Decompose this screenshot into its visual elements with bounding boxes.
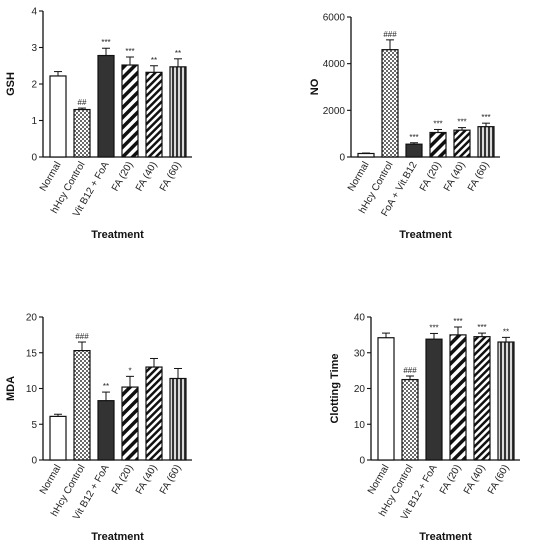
significance-label: *** — [481, 113, 490, 122]
x-axis-title: Treatment — [419, 531, 472, 543]
x-tick-label: FA (20) — [110, 160, 136, 193]
bar-6 — [169, 377, 187, 461]
significance-label: *** — [457, 118, 466, 127]
significance-label: ** — [175, 49, 181, 58]
x-tick-label: FA (60) — [466, 160, 492, 193]
y-tick-label: 15 — [26, 348, 38, 359]
significance-label: ## — [78, 98, 87, 107]
bar-3 — [425, 338, 443, 461]
y-axis-title: GSH — [5, 72, 17, 96]
x-axis-title: Treatment — [399, 229, 452, 241]
y-tick-label: 0 — [359, 456, 365, 467]
x-tick-label: FA (40) — [134, 463, 160, 496]
significance-label: *** — [101, 38, 110, 47]
significance-label: *** — [477, 323, 486, 332]
bar-3 — [97, 400, 115, 461]
bar-5 — [473, 336, 491, 461]
y-tick-label: 6000 — [323, 13, 346, 24]
bar-1 — [377, 337, 395, 461]
x-tick-label: Normal — [38, 463, 64, 496]
x-axis-title: Treatment — [91, 531, 144, 543]
y-tick-label: 20 — [26, 313, 38, 324]
y-tick-label: 4 — [31, 7, 37, 18]
bar-5 — [145, 71, 163, 158]
significance-label: *** — [433, 119, 442, 128]
bar-2 — [401, 378, 419, 461]
x-tick-label: Normal — [38, 160, 64, 193]
y-axis-title: Clotting Time — [329, 353, 341, 423]
y-tick-label: 2 — [31, 80, 37, 91]
bar-1 — [49, 415, 67, 461]
bar-5 — [453, 129, 471, 158]
y-tick-label: 40 — [354, 313, 366, 324]
bar-4 — [121, 386, 139, 461]
significance-label: *** — [429, 323, 438, 332]
bar-2 — [73, 350, 91, 461]
bar-1 — [357, 152, 375, 158]
y-tick-label: 4000 — [323, 59, 346, 70]
y-tick-label: 0 — [31, 153, 37, 164]
y-tick-label: 30 — [354, 348, 366, 359]
x-tick-label: FA (40) — [442, 160, 468, 193]
y-tick-label: 3 — [31, 43, 37, 54]
y-tick-label: 20 — [354, 384, 366, 395]
significance-label: ** — [103, 382, 109, 391]
x-tick-label: FA (60) — [486, 463, 512, 496]
significance-label: *** — [409, 133, 418, 142]
x-tick-label: Normal — [346, 160, 372, 193]
x-tick-label: FA (60) — [158, 463, 184, 496]
bar-1 — [49, 75, 67, 158]
significance-label: ### — [75, 332, 89, 341]
y-tick-label: 5 — [31, 420, 37, 431]
y-axis-title: MDA — [5, 376, 17, 401]
y-tick-label: 10 — [26, 384, 38, 395]
x-tick-label: FA (60) — [158, 160, 184, 193]
x-tick-label: Normal — [366, 463, 392, 496]
x-tick-label: FA (20) — [438, 463, 464, 496]
significance-label: *** — [453, 317, 462, 326]
x-tick-label: FA (20) — [110, 463, 136, 496]
bar-6 — [169, 66, 187, 158]
x-axis-title: Treatment — [91, 229, 144, 241]
y-tick-label: 0 — [31, 456, 37, 467]
y-tick-label: 1 — [31, 116, 37, 127]
bar-4 — [449, 334, 467, 461]
x-tick-label: FA (40) — [462, 463, 488, 496]
bar-6 — [477, 126, 495, 158]
y-tick-label: 0 — [339, 153, 345, 164]
significance-label: *** — [125, 47, 134, 56]
y-tick-label: 2000 — [323, 106, 346, 117]
y-axis-title: NO — [309, 78, 321, 95]
y-tick-label: 10 — [354, 420, 366, 431]
x-tick-label: FA (20) — [418, 160, 444, 193]
bar-5 — [145, 366, 163, 461]
bar-3 — [405, 143, 423, 158]
bar-2 — [381, 49, 399, 158]
bar-3 — [97, 54, 115, 158]
bar-2 — [73, 108, 91, 158]
bar-4 — [121, 64, 139, 158]
x-tick-label: FA (40) — [134, 160, 160, 193]
significance-label: ### — [383, 30, 397, 39]
significance-label: ### — [403, 366, 417, 375]
bar-6 — [497, 341, 515, 461]
significance-label: * — [128, 366, 131, 375]
bar-4 — [429, 131, 447, 158]
significance-label: ** — [151, 56, 157, 65]
significance-label: ** — [503, 327, 509, 336]
